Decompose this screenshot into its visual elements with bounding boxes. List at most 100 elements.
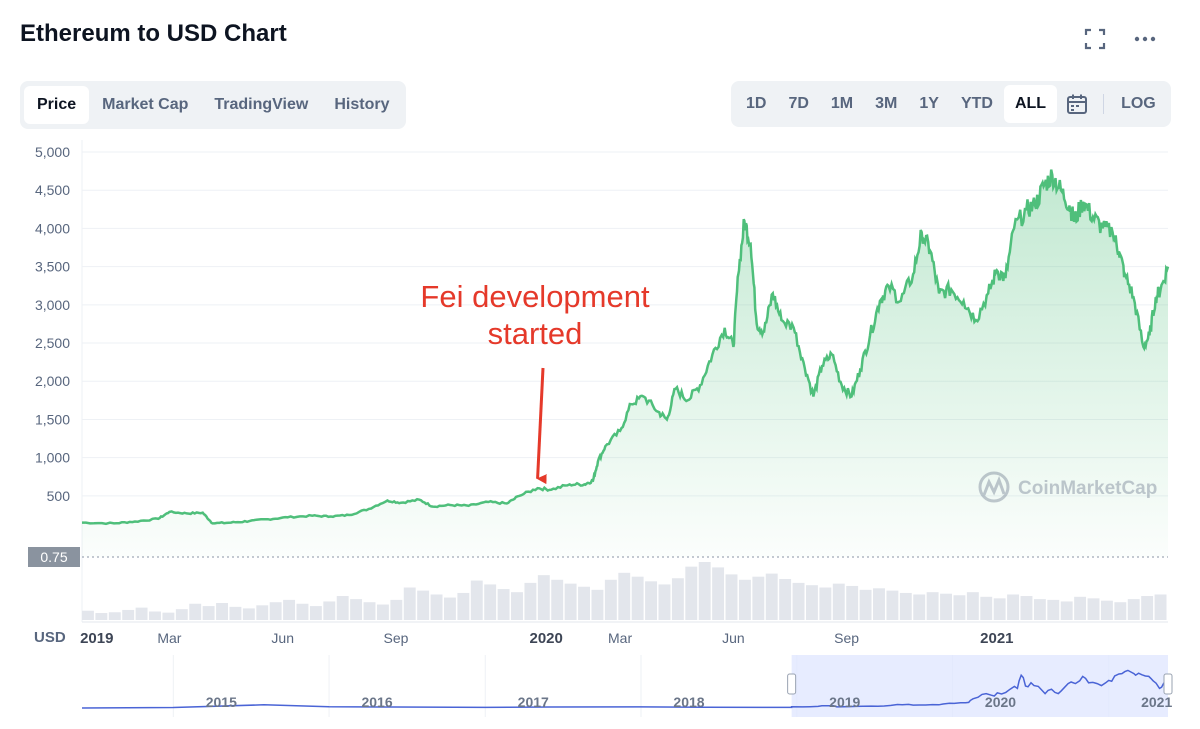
volume-bar [551, 579, 564, 620]
volume-bar [1154, 594, 1167, 620]
range-1m[interactable]: 1M [830, 95, 854, 112]
range-ytd[interactable]: YTD [960, 95, 993, 112]
volume-bar [189, 603, 202, 620]
volume-bar [685, 566, 698, 620]
x-tick-label: Jun [722, 630, 745, 646]
chart-type-tabs: Price Market Cap TradingView History [20, 81, 407, 129]
volume-bar [792, 582, 805, 620]
volume-bar [564, 583, 577, 620]
annotation-line-2: started [488, 316, 583, 351]
more-dots-icon[interactable] [1130, 28, 1160, 58]
price-area [82, 169, 1168, 557]
volume-bar [765, 573, 778, 620]
volume-bar [162, 612, 175, 620]
watermark: CoinMarketCap [978, 471, 1157, 503]
volume-bar [712, 567, 725, 620]
y-tick-label: 1,500 [35, 411, 70, 427]
volume-bar [819, 587, 832, 620]
volume-bar [283, 599, 296, 620]
reference-value: 0.75 [40, 549, 67, 565]
volume-bar [604, 579, 617, 620]
volume-bar [1127, 599, 1140, 620]
y-tick-label: 500 [47, 488, 71, 504]
volume-bar [926, 592, 939, 620]
watermark-text: CoinMarketCap [1018, 478, 1157, 499]
navigator-line [81, 669, 1169, 709]
volume-bar [323, 601, 336, 620]
tab-tradingview[interactable]: TradingView [214, 96, 309, 113]
y-tick-label: 4,500 [35, 182, 70, 198]
volume-bar [873, 588, 885, 620]
volume-bar [229, 606, 242, 620]
x-tick-label: Mar [157, 630, 181, 646]
navigator-year-label: 2019 [829, 694, 860, 710]
navigator[interactable]: 2015 2016 2017 2018 2019 2020 2021 [81, 655, 1173, 717]
range-3m[interactable]: 3M [875, 95, 898, 112]
y-tick-label: 5,000 [35, 144, 70, 160]
range-1y[interactable]: 1Y [919, 95, 939, 112]
x-axis: 2019 Mar Jun Sep 2020 Mar Jun Sep 2021 [80, 630, 1013, 647]
volume-bar [658, 584, 671, 620]
volume-bar [95, 613, 108, 620]
volume-bar [296, 603, 309, 620]
volume-bar [671, 578, 684, 620]
x-tick-label: Jun [271, 630, 294, 646]
volume-bar [135, 607, 148, 620]
volume-bar [444, 597, 456, 620]
fullscreen-icon[interactable] [1080, 28, 1110, 58]
volume-bar [376, 604, 389, 620]
volume-bar [524, 582, 537, 620]
range-7d[interactable]: 7D [788, 95, 809, 112]
volume-bar [738, 579, 751, 620]
annotation: Fei development started [420, 279, 650, 485]
tab-price[interactable]: Price [24, 86, 90, 124]
volume-bar [202, 606, 215, 620]
navigator-year-label: 2018 [673, 694, 704, 710]
navigator-handle-left[interactable] [787, 673, 797, 695]
navigator-year-label: 2021 [1141, 694, 1172, 710]
volume-bar [940, 593, 952, 620]
volume-bar [108, 612, 121, 620]
volume-bar [350, 599, 363, 620]
volume-bar [859, 589, 872, 620]
volume-bar [846, 585, 859, 620]
volume-bar [511, 592, 523, 620]
currency-label: USD [34, 629, 66, 646]
y-axis: 5,000 4,500 4,000 3,500 3,000 2,500 2,000 1,500… [35, 144, 70, 504]
reference-badge: 0.75 [28, 547, 80, 567]
y-tick-label: 2,500 [35, 335, 70, 351]
range-all[interactable]: ALL [1003, 85, 1058, 123]
log-toggle[interactable]: LOG [1121, 95, 1156, 112]
calendar-icon[interactable] [1057, 85, 1097, 123]
volume-bar [242, 608, 255, 620]
volume-bar [175, 609, 188, 620]
volume-bar [82, 610, 94, 620]
volume-bar [591, 589, 604, 620]
tab-market-cap[interactable]: Market Cap [102, 96, 189, 113]
navigator-year-label: 2020 [985, 694, 1016, 710]
volume-bar [363, 602, 376, 620]
volume-bar [390, 599, 403, 620]
volume-bar [806, 585, 818, 620]
page-title: Ethereum to USD Chart [20, 20, 287, 47]
volume-bar [403, 587, 416, 620]
volume-bar [1074, 596, 1087, 620]
volume-bar [1100, 600, 1113, 620]
volume-bar [645, 581, 658, 620]
navigator-handle-right[interactable] [1163, 673, 1173, 695]
range-1d[interactable]: 1D [746, 95, 767, 112]
volume-bar [631, 576, 644, 620]
volume-bar [886, 590, 899, 620]
tab-history[interactable]: History [334, 96, 390, 113]
volume-bar [618, 572, 631, 620]
x-tick-label: 2019 [80, 630, 113, 647]
x-tick-label: Mar [608, 630, 632, 646]
volume-bar [993, 598, 1006, 620]
volume-bar [1114, 602, 1127, 620]
x-tick-label: 2020 [530, 630, 563, 647]
volume-bar [1007, 594, 1020, 620]
volume-bar [256, 605, 269, 620]
volume-bar [149, 611, 161, 620]
volume-bar [1060, 601, 1073, 620]
